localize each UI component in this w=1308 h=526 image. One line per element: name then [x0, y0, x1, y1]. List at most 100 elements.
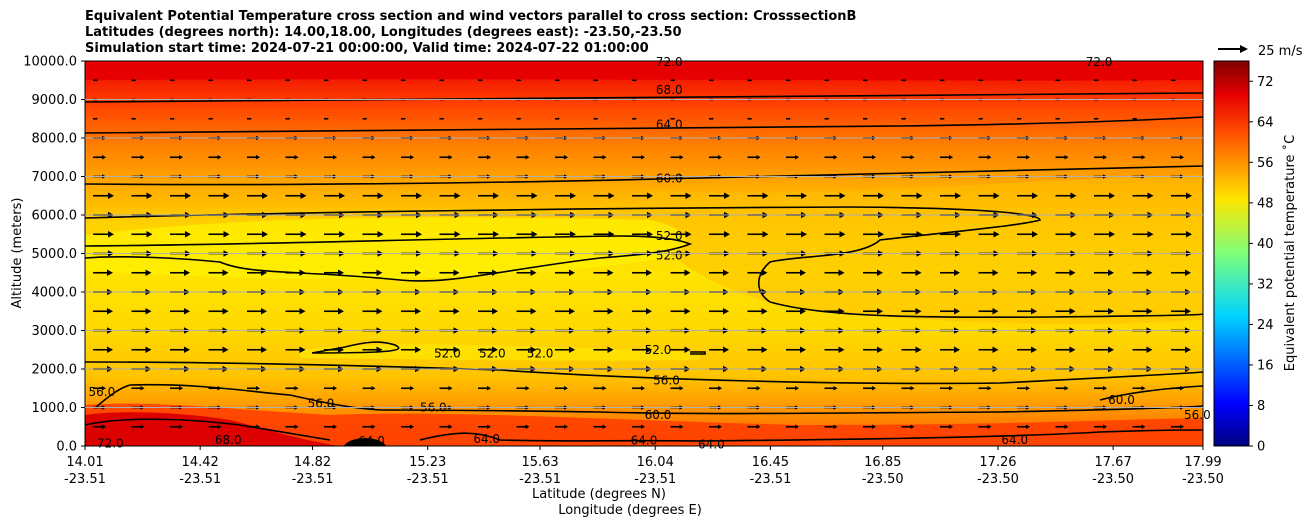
wind-vector-head	[564, 424, 569, 429]
wind-vector-head	[838, 346, 845, 354]
x-tick-label-longitude: -23.51	[519, 472, 561, 487]
wind-vector-head	[1070, 192, 1077, 200]
wind-vector-head	[673, 79, 676, 82]
wind-vector-head	[1020, 79, 1022, 82]
contour-64-upper	[85, 116, 1203, 134]
wind-vector-head	[795, 155, 800, 160]
wind-vector-head	[1026, 424, 1031, 429]
contour-label: 64.0	[698, 437, 725, 451]
contour-64-low-left	[85, 418, 331, 441]
wind-vector-head	[145, 346, 152, 354]
chart-title-line-3: Simulation start time: 2024-07-21 00:00:…	[85, 41, 649, 56]
contour-labels: 72.0 68.0 64.0 56.0 56.0 56.0 52.0 52.0 52.0 52.0…	[88, 55, 1210, 452]
wind-vector-head	[943, 79, 945, 82]
wind-vector-head	[179, 424, 184, 429]
contour-label: 64.0	[1001, 433, 1028, 447]
wind-vector-head	[915, 307, 922, 315]
wind-vector-head	[723, 269, 729, 277]
y-tick-label: 7000.0	[32, 170, 78, 185]
wind-vector-head	[877, 307, 883, 315]
contour-60-right	[1099, 385, 1203, 401]
contour-label: 64.0	[631, 434, 658, 448]
wind-vector-head	[492, 307, 498, 315]
wind-vector-head	[185, 192, 191, 200]
wind-vector-head	[365, 117, 368, 120]
contour-label: 72.0	[656, 55, 683, 69]
wind-vector-head	[140, 424, 145, 429]
wind-vector-head	[839, 230, 846, 238]
x-tick-label-latitude: 14.01	[66, 455, 103, 470]
x-tick-label-longitude: -23.51	[407, 472, 449, 487]
wind-vector-head	[838, 269, 845, 277]
wind-vector-head	[454, 230, 461, 238]
wind-vector-head	[569, 346, 575, 354]
colorbar-ticks: 0 8 16 24 32 40 48 56 64 72	[1249, 75, 1274, 455]
wind-vector-head	[222, 269, 229, 277]
y-tick-label: 2000.0	[32, 363, 78, 378]
contour-label: 52.0	[479, 347, 506, 361]
wind-vector-head	[1185, 346, 1191, 354]
x-axis-label-longitude: Longitude (degrees E)	[558, 503, 702, 518]
contour-52-mid	[85, 235, 693, 282]
wind-vector-head	[904, 79, 907, 82]
wind-vector-head	[1186, 192, 1192, 200]
x-tick-label-latitude: 14.42	[182, 455, 219, 470]
wind-vector-head	[684, 307, 691, 315]
wind-vector-head	[327, 79, 329, 82]
wind-vector-head	[1032, 192, 1038, 200]
wind-vector-head	[1146, 269, 1153, 277]
wind-vector-head	[448, 386, 453, 391]
wind-vector-head	[134, 79, 137, 82]
wind-vector-head	[1146, 307, 1153, 315]
wind-vector-head	[448, 155, 453, 160]
wind-vector-head	[223, 192, 230, 200]
wind-vector-head	[145, 307, 152, 315]
wind-vector-head	[1031, 307, 1037, 315]
wind-vector-head	[992, 307, 999, 315]
wind-vector-head	[530, 307, 537, 315]
wind-vector-head	[608, 230, 615, 238]
wind-vector-head	[492, 346, 498, 354]
wind-vector-head	[641, 386, 646, 391]
x-tick-label-latitude: 17.99	[1184, 455, 1221, 470]
wind-vector-head	[107, 346, 113, 354]
wind-vector-head	[558, 117, 560, 120]
wind-vector-head	[954, 307, 960, 315]
wind-vector-head	[140, 155, 145, 160]
wind-vector-head	[492, 269, 498, 277]
x-tick-label-longitude: -23.51	[292, 472, 334, 487]
colorbar-tick-label: 16	[1257, 358, 1274, 373]
wind-vector-head	[718, 386, 723, 391]
wind-vector-head	[145, 269, 152, 277]
wind-vector-head	[299, 269, 306, 277]
wind-vector-head	[146, 192, 153, 200]
wind-vector-head	[981, 117, 984, 120]
wind-vector-head	[943, 117, 945, 120]
x-tick-label-longitude: -23.50	[977, 472, 1019, 487]
wind-vector-head	[376, 346, 383, 354]
wind-vector-head	[1186, 230, 1192, 238]
wind-vector-head	[530, 269, 537, 277]
wind-vector-head	[987, 386, 992, 391]
wind-vector-head	[416, 230, 422, 238]
wind-vector-head	[262, 192, 268, 200]
x-tick-label-longitude: -23.50	[1092, 472, 1134, 487]
wind-vector-head	[756, 155, 761, 160]
contour-label: 72.0	[1086, 55, 1113, 69]
wind-vector-head	[916, 230, 923, 238]
wind-vector-head	[365, 79, 368, 82]
wind-vector-head	[487, 155, 492, 160]
wind-vector-head	[338, 269, 344, 277]
wind-vector-head	[800, 346, 806, 354]
contour-label: 64.0	[656, 118, 683, 132]
wind-vector-head	[789, 79, 791, 82]
x-tick-label-longitude: -23.51	[634, 472, 676, 487]
wind-vector-head	[415, 307, 421, 315]
x-tick-label-latitude: 15.63	[521, 455, 558, 470]
wind-vector-head	[108, 192, 114, 200]
wind-vector-head	[1108, 346, 1114, 354]
wind-vector-head	[1031, 346, 1037, 354]
wind-vector-head	[801, 230, 807, 238]
contour-52-low	[311, 341, 400, 354]
wind-vector-head	[531, 192, 538, 200]
